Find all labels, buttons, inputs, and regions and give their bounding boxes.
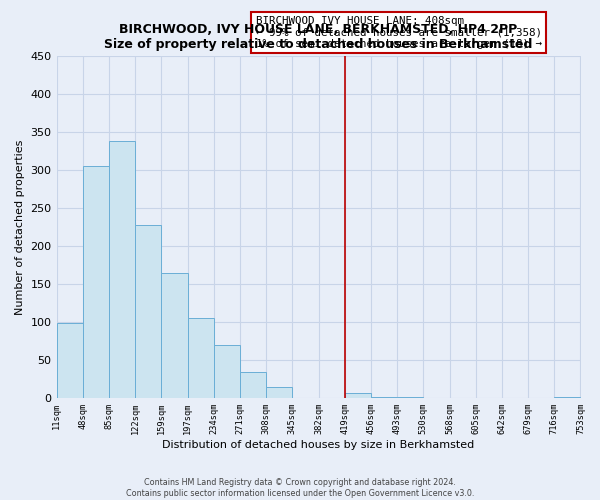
Bar: [109, 141, 135, 398]
Bar: [188, 318, 214, 398]
Bar: [56, 323, 83, 398]
Bar: [240, 372, 266, 398]
Text: Contains HM Land Registry data © Crown copyright and database right 2024.
Contai: Contains HM Land Registry data © Crown c…: [126, 478, 474, 498]
Bar: [344, 393, 371, 398]
Bar: [371, 396, 397, 398]
Y-axis label: Number of detached properties: Number of detached properties: [15, 140, 25, 314]
Title: BIRCHWOOD, IVY HOUSE LANE, BERKHAMSTED, HP4 2PP
Size of property relative to det: BIRCHWOOD, IVY HOUSE LANE, BERKHAMSTED, …: [104, 22, 533, 50]
Bar: [214, 345, 240, 398]
X-axis label: Distribution of detached houses by size in Berkhamsted: Distribution of detached houses by size …: [163, 440, 475, 450]
Text: BIRCHWOOD IVY HOUSE LANE: 408sqm
← 99% of detached houses are smaller (1,358)
1%: BIRCHWOOD IVY HOUSE LANE: 408sqm ← 99% o…: [256, 16, 542, 49]
Bar: [135, 224, 161, 398]
Bar: [266, 388, 292, 398]
Bar: [161, 272, 188, 398]
Bar: [554, 396, 580, 398]
Bar: [83, 166, 109, 398]
